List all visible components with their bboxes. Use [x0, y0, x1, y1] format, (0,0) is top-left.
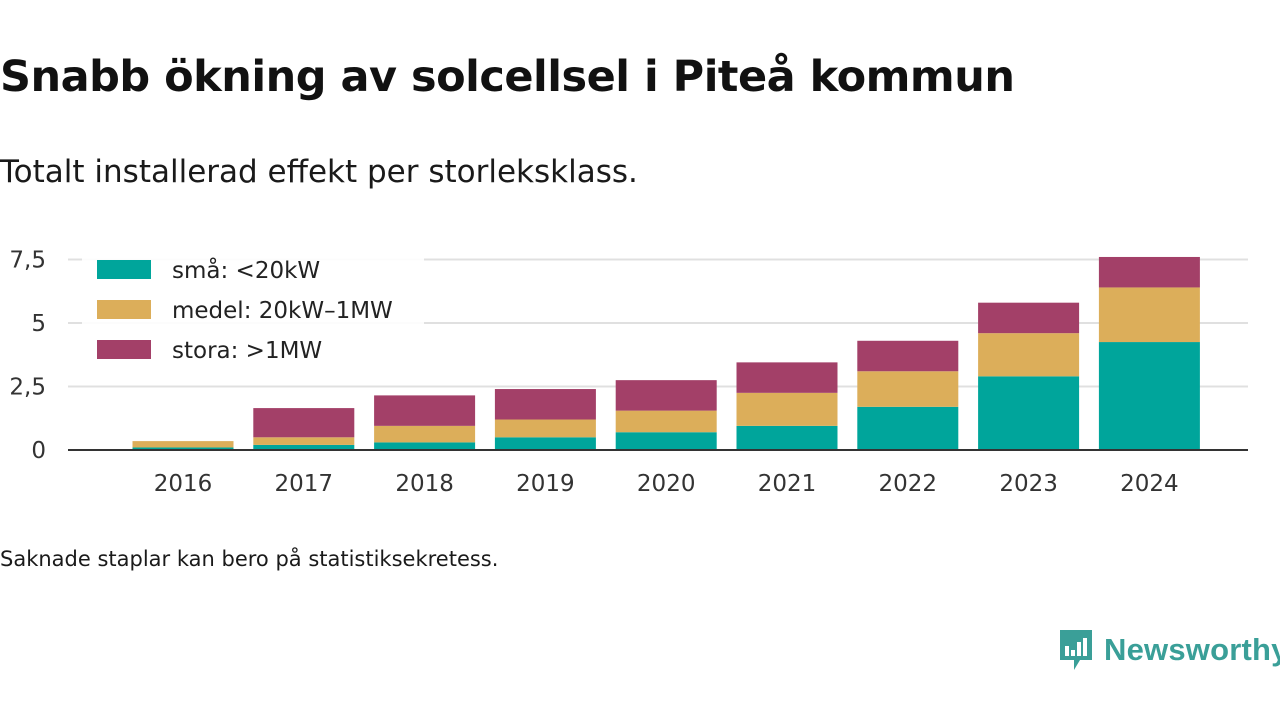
bar-segment [857, 406, 959, 450]
bar-segment [1098, 342, 1200, 450]
bar-segment [857, 340, 959, 372]
legend-swatch [97, 340, 151, 359]
bar-segment [253, 444, 355, 450]
x-tick-label: 2020 [637, 471, 696, 497]
footnote: Saknade staplar kan bero på statistiksek… [0, 547, 499, 571]
bar-segment [978, 302, 1080, 334]
bar-segment [978, 376, 1080, 450]
bars [132, 256, 1200, 450]
x-tick-label: 2019 [516, 471, 575, 497]
legend-swatch [97, 260, 151, 279]
bar-segment [615, 380, 717, 411]
bar-segment [494, 437, 596, 450]
legend-swatch [97, 300, 151, 319]
bar-segment [253, 437, 355, 445]
x-tick-label: 2022 [879, 471, 938, 497]
chart-subtitle: Totalt installerad effekt per storlekskl… [0, 154, 638, 190]
axes: 0 2,5 5 7,5 2016 2017 2018 2019 2020 2021 2022 2023… [9, 248, 1248, 497]
legend-label: medel: 20kW–1MW [172, 298, 393, 324]
bar-segment [132, 447, 234, 450]
bar-segment [494, 419, 596, 438]
bar-segment [615, 410, 717, 433]
bar-segment [736, 362, 838, 393]
y-tick-label: 7,5 [9, 248, 46, 274]
x-tick-label: 2018 [395, 471, 454, 497]
x-tick-label: 2024 [1120, 471, 1179, 497]
legend-label: stora: >1MW [172, 338, 322, 364]
y-tick-label: 2,5 [9, 375, 46, 401]
newsworthy-chart-bubble-icon [1060, 630, 1092, 670]
x-tick-label: 2016 [154, 471, 213, 497]
bar-segment [736, 425, 838, 450]
y-tick-label: 5 [31, 311, 46, 337]
legend-label: små: <20kW [172, 256, 320, 284]
bar-segment [1098, 256, 1200, 288]
bar-segment [1098, 287, 1200, 343]
legend: små: <20kW medel: 20kW–1MW stora: >1MW [82, 250, 424, 378]
x-tick-label: 2021 [758, 471, 817, 497]
brand-name: Newsworthy [1104, 632, 1280, 667]
y-tick-label: 0 [31, 438, 46, 464]
bar-segment [857, 371, 959, 407]
x-tick-label: 2017 [275, 471, 334, 497]
bar-segment [374, 395, 476, 426]
bar-segment [978, 333, 1080, 377]
bar-segment [736, 392, 838, 426]
bar-segment [494, 389, 596, 420]
bar-segment [374, 442, 476, 450]
x-tick-label: 2023 [999, 471, 1058, 497]
bar-segment [132, 441, 234, 448]
brand-logo[interactable]: Newsworthy [1058, 628, 1280, 672]
chart-title: Snabb ökning av solcellsel i Piteå kommu… [0, 52, 1015, 102]
bar-segment [374, 425, 476, 443]
stacked-bar-chart: 0 2,5 5 7,5 2016 2017 2018 2019 2020 2021 2022 2023… [9, 248, 1248, 497]
bar-segment [253, 408, 355, 438]
bar-segment [615, 432, 717, 450]
